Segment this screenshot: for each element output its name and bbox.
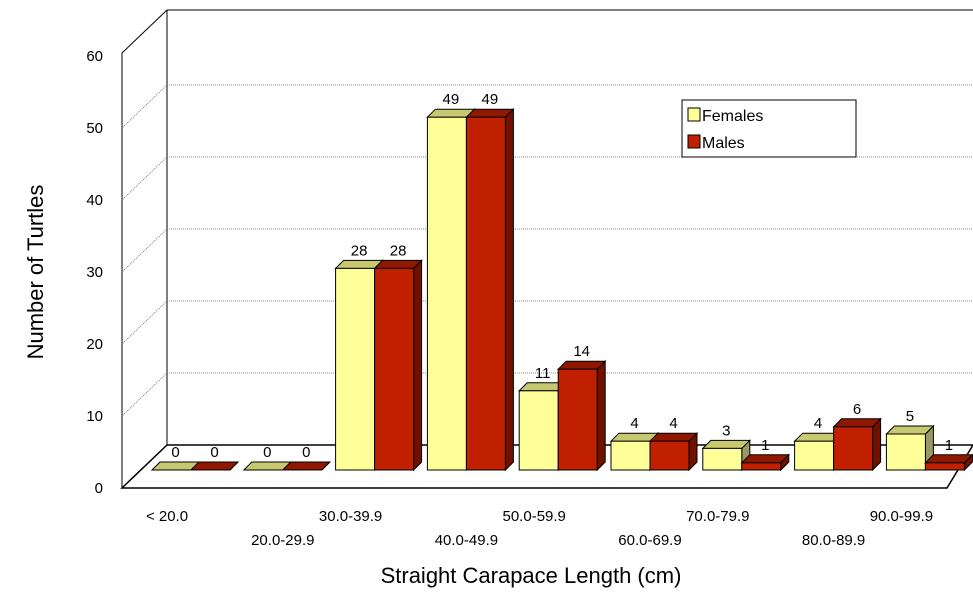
y-axis-ticks: 0 10 20 30 40 50 60 (86, 48, 103, 497)
data-label: 4 (814, 415, 822, 432)
bar (518, 390, 559, 471)
bar-top (556, 360, 607, 370)
data-label: 4 (630, 415, 638, 432)
data-label: 1 (761, 437, 769, 454)
bar (924, 462, 965, 471)
bars (150, 107, 973, 472)
x-tick-label: 90.0-99.9 (870, 508, 933, 525)
bar (649, 440, 690, 471)
bar (885, 433, 926, 471)
x-tick-label: 40.0-49.9 (435, 532, 498, 549)
data-label: 28 (351, 242, 368, 259)
bar (335, 267, 376, 471)
bar-side (596, 359, 606, 472)
data-label: 0 (210, 444, 218, 461)
y-tick-label: 10 (86, 408, 103, 425)
data-label: 28 (390, 242, 407, 259)
bar-top (701, 439, 752, 449)
data-label: 49 (482, 91, 499, 108)
bar (833, 426, 874, 471)
x-axis-ticks: < 20.0 20.0-29.9 30.0-39.9 40.0-49.9 50.0-59… (146, 508, 933, 549)
data-label: 4 (669, 415, 677, 432)
x-tick-label: 50.0-59.9 (503, 508, 566, 525)
bar-top (885, 425, 935, 435)
gridline (121, 300, 168, 345)
data-label: 49 (443, 91, 460, 108)
data-label: 1 (945, 437, 953, 454)
bar-top (740, 454, 791, 464)
x-tick-label: 30.0-39.9 (319, 508, 382, 525)
bar-top (281, 461, 332, 471)
x-tick-label: 80.0-89.9 (802, 532, 865, 549)
gridline (121, 372, 168, 417)
legend-swatch (687, 107, 701, 122)
data-label: 0 (302, 444, 310, 461)
x-tick-label: 70.0-79.9 (686, 508, 749, 525)
bar-side (413, 259, 423, 472)
bar (374, 267, 415, 471)
data-label: 14 (573, 343, 590, 360)
y-tick-label: 60 (86, 48, 103, 65)
x-tick-label: 60.0-69.9 (618, 532, 681, 549)
legend-label: Males (702, 135, 745, 152)
data-label: 5 (906, 408, 914, 425)
data-label: 6 (853, 401, 861, 418)
legend: Females Males (681, 99, 857, 158)
bar-top (832, 418, 882, 428)
bar (794, 440, 835, 471)
y-tick-label: 40 (86, 192, 103, 209)
y-tick-label: 20 (86, 336, 103, 353)
bar (557, 368, 598, 471)
floor (120, 444, 973, 489)
legend-swatch (687, 134, 701, 149)
bar (426, 116, 467, 471)
legend-box (681, 99, 857, 158)
y-tick-label: 50 (86, 120, 103, 137)
bar (610, 440, 651, 471)
y-axis-title: Number of Turtles (23, 185, 48, 360)
data-label: 11 (535, 365, 551, 382)
y-tick-label: 0 (95, 480, 103, 497)
bar-top (465, 108, 515, 118)
x-axis-title: Straight Carapace Length (cm) (381, 563, 682, 588)
bar-side (504, 107, 514, 472)
bar (465, 116, 506, 471)
bar-side (872, 417, 882, 472)
bar-top (924, 454, 973, 464)
gridline (121, 228, 168, 273)
x-tick-label: < 20.0 (146, 508, 188, 525)
bar-top (648, 432, 699, 442)
x-tick-label: 20.0-29.9 (251, 532, 314, 549)
gridline (121, 156, 168, 201)
data-label: 3 (722, 422, 730, 439)
y-tick-label: 30 (86, 264, 103, 281)
side-wall (121, 9, 168, 488)
bar (702, 447, 743, 471)
bar (741, 462, 782, 471)
chart-walls (120, 9, 973, 489)
bar-top (373, 259, 423, 269)
data-label: 0 (171, 444, 179, 461)
bar-top (189, 461, 240, 471)
data-label: 0 (263, 444, 271, 461)
gridline (121, 84, 168, 129)
legend-label: Females (702, 108, 763, 125)
